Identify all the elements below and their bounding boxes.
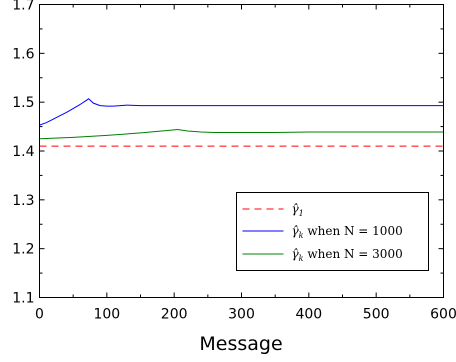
y-tick-label: 1.7: [12, 0, 34, 14]
x-tick-label: 600: [430, 307, 456, 323]
legend-label-2: γ̂k when N = 1000: [292, 224, 403, 240]
series-line-3: [39, 129, 444, 140]
x-tick-label: 0: [35, 307, 44, 323]
ticks-layer: 0 100 200 300 400 500 600 1.1 1.2 1.3 1.4 1.5 1.6 1.7: [12, 0, 456, 323]
x-tick-label: 200: [161, 307, 188, 323]
series-line-2: [39, 98, 444, 126]
y-tick-label: 1.3: [12, 193, 34, 209]
legend: γ̂1 γ̂k when N = 1000 γ̂k when N = 3000: [236, 192, 429, 271]
x-tick-label: 300: [228, 307, 255, 323]
legend-label-1: γ̂1: [292, 202, 304, 218]
x-tick-label: 100: [93, 307, 120, 323]
x-tick-label: 400: [295, 307, 322, 323]
y-tick-label: 1.5: [12, 95, 34, 111]
legend-label-3: γ̂k when N = 3000: [292, 247, 403, 263]
series-layer: [39, 98, 444, 147]
y-tick-label: 1.1: [12, 291, 34, 307]
x-tick-label: 500: [363, 307, 390, 323]
y-tick-label: 1.4: [12, 144, 34, 160]
x-axis-title: Message: [199, 333, 282, 355]
y-tick-label: 1.2: [12, 242, 34, 258]
y-tick-label: 1.6: [12, 46, 34, 62]
